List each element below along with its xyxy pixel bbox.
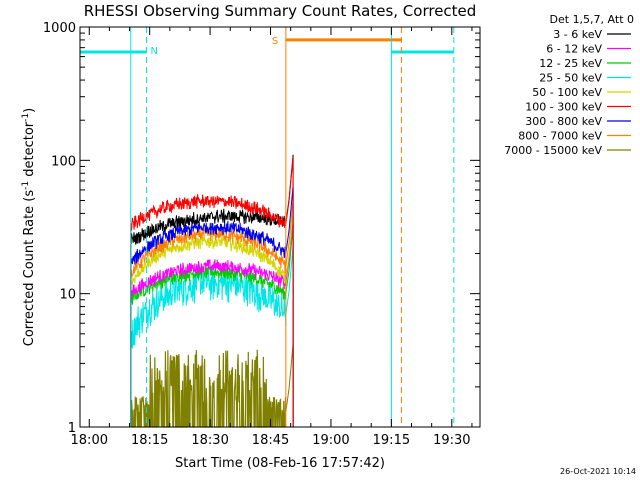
y-tick-label-3: 1000 [43, 21, 76, 36]
y-tick-label-0: 1 [68, 421, 76, 436]
series-line-8 [130, 349, 287, 428]
saa-label: S [272, 36, 278, 47]
x-tick-label-3: 18:45 [252, 433, 289, 448]
x-axis-ticks: 18:00 18:15 18:30 18:45 19:00 19:15 19:30 [71, 27, 473, 448]
legend-label-3: 25 - 50 keV [539, 72, 602, 85]
series-spike-5 [285, 156, 294, 427]
legend-label-2: 12 - 25 keV [539, 57, 602, 70]
plot-frame [79, 26, 481, 428]
y-axis-label: Corrected Count Rate (s-1 detector-1) [21, 108, 37, 346]
legend-label-7: 800 - 7000 keV [518, 130, 602, 143]
series-line-0 [130, 208, 287, 427]
x-axis-label: Start Time (08-Feb-16 17:57:42) [175, 456, 385, 471]
x-tick-label-5: 19:15 [373, 433, 410, 448]
x-tick-label-2: 18:30 [191, 433, 228, 448]
y-axis-ticks: 1 10 100 1000 [43, 21, 480, 436]
series-spike-8 [285, 343, 294, 427]
series-line-2 [130, 264, 287, 427]
legend-label-0: 3 - 6 keV [553, 28, 602, 41]
y-tick-label-2: 100 [51, 154, 76, 169]
legend-label-5: 100 - 300 keV [525, 101, 602, 114]
night-label-0: N [150, 46, 157, 57]
x-tick-label-1: 18:15 [131, 433, 168, 448]
series-line-1 [130, 259, 287, 427]
vertical-markers [79, 27, 455, 427]
legend-label-4: 50 - 100 keV [532, 86, 602, 99]
chart-title: RHESSI Observing Summary Count Rates, Co… [84, 2, 477, 20]
timestamp: 26-Oct-2021 10:14 [560, 467, 636, 476]
legend-label-6: 300 - 800 keV [525, 115, 602, 128]
legend-header: Det 1,5,7, Att 0 [550, 13, 634, 26]
data-layer [130, 154, 294, 428]
x-tick-label-0: 18:00 [71, 433, 108, 448]
series-line-6 [130, 220, 287, 427]
x-tick-label-4: 19:00 [312, 433, 349, 448]
legend-label-1: 6 - 12 keV [546, 43, 602, 56]
legend-label-8: 7000 - 15000 keV [504, 144, 602, 157]
y-tick-label-1: 10 [59, 288, 76, 303]
x-tick-label-6: 19:30 [433, 433, 470, 448]
series-line-5 [130, 194, 287, 427]
orbit-markers: NS [80, 36, 454, 57]
